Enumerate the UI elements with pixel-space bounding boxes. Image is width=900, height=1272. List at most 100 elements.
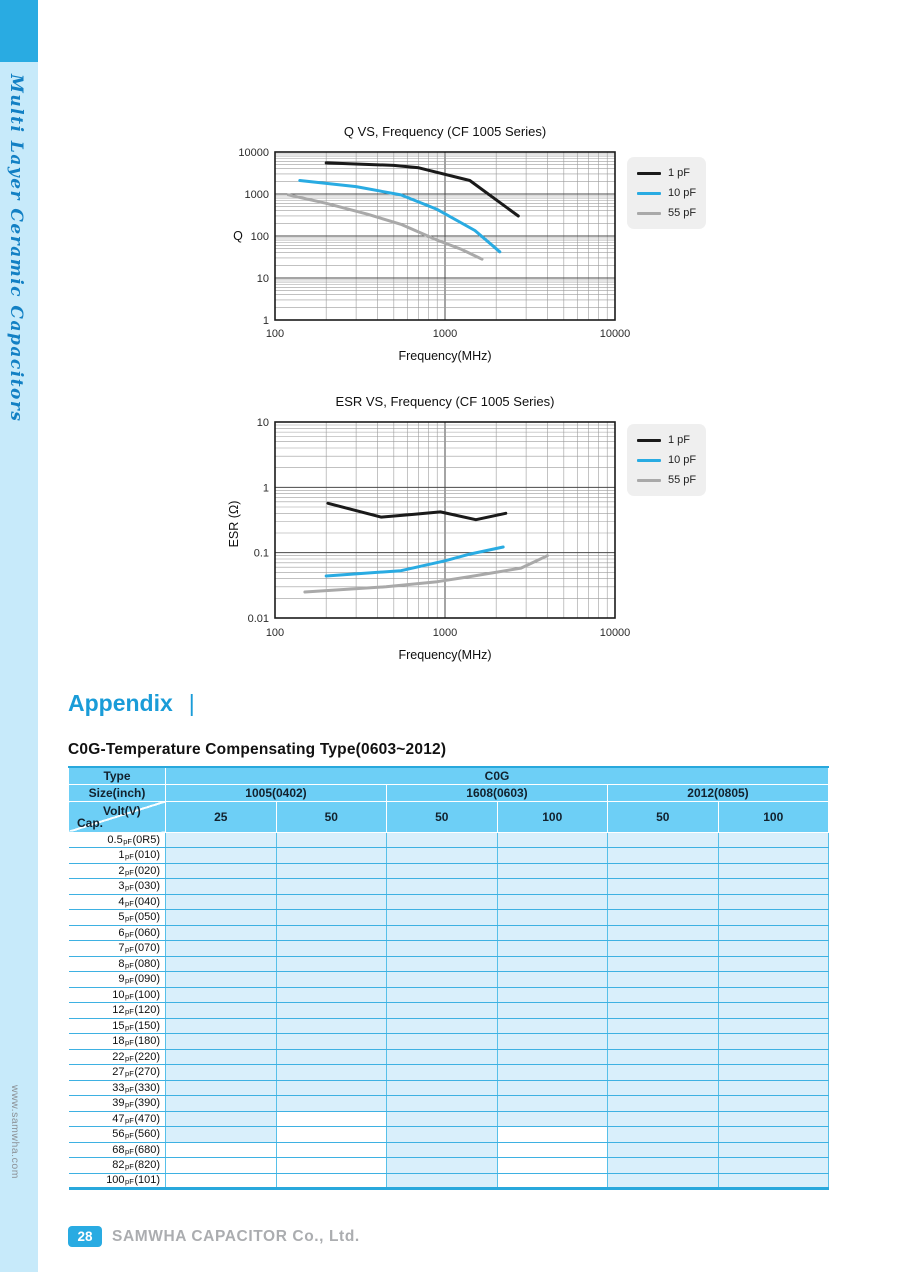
table-row: 56pF(560) [68, 1126, 829, 1143]
capacity-cell [718, 894, 829, 910]
capacity-cell [497, 847, 608, 864]
capacity-cell [718, 847, 829, 864]
capacity-cell [276, 1049, 387, 1065]
capacity-cell [165, 863, 277, 879]
svg-text:Q: Q [233, 229, 243, 243]
row-label: 8pF(080) [68, 956, 166, 972]
sidebar-vertical-title: Multi Layer Ceramic Capacitors [6, 74, 26, 423]
capacity-cell [497, 1080, 608, 1096]
legend-label: 55 pF [668, 207, 697, 219]
sidebar-accent-square [0, 0, 38, 62]
legend-item-10-pF: 10 pF [637, 454, 696, 466]
row-label: 10pF(100) [68, 987, 166, 1003]
capacity-cell [165, 971, 277, 988]
capacity-cell [718, 909, 829, 926]
capacity-cell [386, 1018, 498, 1034]
row-label: 0.5pF(0R5) [68, 832, 166, 848]
row-label: 9pF(090) [68, 971, 166, 988]
capacity-cell [497, 971, 608, 988]
capacity-cell [718, 1080, 829, 1096]
table-row: 3pF(030) [68, 878, 829, 895]
capacity-cell [497, 909, 608, 926]
table-header-row-size: Size(inch) 1005(0402) 1608(0603) 2012(08… [68, 783, 829, 802]
table-row: 33pF(330) [68, 1080, 829, 1096]
row-label: 12pF(120) [68, 1002, 166, 1019]
capacity-cell [276, 1080, 387, 1096]
row-label: 5pF(050) [68, 909, 166, 926]
capacity-cell [386, 1064, 498, 1081]
legend-swatch [637, 438, 661, 442]
table-row: 2pF(020) [68, 863, 829, 879]
header-size-label: Size(inch) [68, 783, 166, 802]
svg-text:100: 100 [266, 328, 284, 340]
header-volt-50a: 50 [275, 800, 387, 833]
capacity-cell [276, 1064, 387, 1081]
row-label: 82pF(820) [68, 1157, 166, 1174]
c0g-table-container: Type C0G Size(inch) 1005(0402) 1608(0603… [68, 766, 829, 1190]
footer-company-name: SAMWHA CAPACITOR Co., Ltd. [112, 1228, 360, 1245]
capacity-cell [386, 878, 498, 895]
capacity-cell [386, 1049, 498, 1065]
table-row: 68pF(680) [68, 1142, 829, 1158]
table-row: 27pF(270) [68, 1064, 829, 1081]
capacity-cell [497, 1002, 608, 1019]
svg-text:10000: 10000 [600, 627, 631, 639]
capacity-cell [497, 863, 608, 879]
header-volt-25: 25 [165, 800, 277, 833]
capacity-cell [165, 1173, 277, 1190]
legend-swatch [637, 478, 661, 482]
capacity-cell [386, 1142, 498, 1158]
capacity-cell [497, 987, 608, 1003]
capacity-cell [607, 971, 719, 988]
capacity-cell [718, 1018, 829, 1034]
esr-vs-frequency-chart: 100 1000 10000 10 1 0.1 0.01 ESR VS, Frequency … [227, 394, 631, 662]
capacity-cell [165, 940, 277, 957]
capacity-cell [718, 987, 829, 1003]
table-header-row-volt: Volt(V) Cap. 25 50 50 100 50 100 [68, 800, 829, 833]
c0g-capacitance-table: Type C0G Size(inch) 1005(0402) 1608(0603… [68, 766, 829, 1190]
table-row: 10pF(100) [68, 987, 829, 1003]
capacity-cell [165, 1126, 277, 1143]
capacity-cell [386, 987, 498, 1003]
capacity-cell [718, 971, 829, 988]
capacity-cell [607, 940, 719, 957]
capacity-cell [497, 940, 608, 957]
capacity-cell [607, 1142, 719, 1158]
legend-swatch [637, 211, 661, 215]
header-volt-cap-diagonal-cell: Volt(V) Cap. [68, 800, 166, 833]
capacity-cell [718, 956, 829, 972]
svg-text:Frequency(MHz): Frequency(MHz) [398, 349, 491, 363]
capacity-cell [165, 956, 277, 972]
capacity-cell [497, 1157, 608, 1174]
capacity-cell [607, 1157, 719, 1174]
q-vs-frequency-chart: 100 1000 10000 10000 1000 100 10 1 Q VS, Frequen… [233, 124, 630, 363]
capacity-cell [276, 1033, 387, 1050]
capacity-cell [386, 971, 498, 988]
capacity-cell [165, 1095, 277, 1112]
svg-text:1: 1 [263, 482, 269, 494]
header-volt-50b: 50 [386, 800, 498, 833]
svg-text:10: 10 [257, 417, 269, 429]
capacity-cell [276, 1111, 387, 1127]
svg-text:100: 100 [251, 231, 269, 243]
capacity-cell [276, 1002, 387, 1019]
legend-item-55-pF: 55 pF [637, 207, 696, 219]
capacity-cell [165, 894, 277, 910]
capacity-cell [276, 1142, 387, 1158]
header-volt-50c: 50 [607, 800, 719, 833]
svg-text:Frequency(MHz): Frequency(MHz) [398, 648, 491, 662]
table-row: 8pF(080) [68, 956, 829, 972]
esr-chart-legend: 1 pF 10 pF 55 pF [627, 424, 707, 496]
svg-text:ESR (Ω): ESR (Ω) [227, 501, 241, 548]
capacity-cell [276, 1157, 387, 1174]
row-label: 7pF(070) [68, 940, 166, 957]
capacity-cell [607, 1095, 719, 1112]
capacity-cell [386, 832, 498, 848]
capacity-cell [386, 1157, 498, 1174]
capacity-cell [718, 1157, 829, 1174]
capacity-cell [386, 925, 498, 941]
appendix-heading-text: Appendix [68, 690, 173, 716]
capacity-cell [607, 863, 719, 879]
capacity-cell [497, 1173, 608, 1190]
sidebar-website-url: www.samwha.com [9, 1085, 21, 1179]
